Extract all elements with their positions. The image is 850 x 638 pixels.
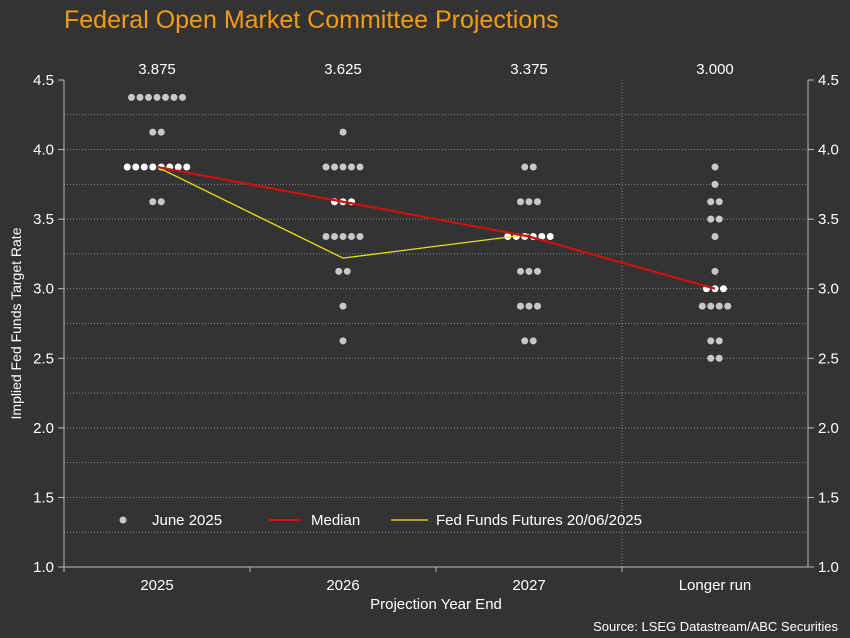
dot-point (170, 93, 178, 101)
top-median-label: 3.625 (324, 61, 362, 78)
x-tick-label: 2025 (140, 577, 173, 594)
dot-point (339, 233, 347, 241)
y-tick-label-right: 1.5 (818, 489, 839, 506)
y-tick-label-left: 4.5 (33, 72, 54, 89)
dot-point (711, 267, 719, 275)
dot-point (525, 198, 533, 206)
dot-point (322, 163, 330, 171)
dot-point (517, 267, 524, 275)
dot-point (331, 233, 338, 241)
dot-point (715, 215, 723, 223)
dot-point (140, 163, 148, 171)
legend-dot-marker (119, 516, 127, 524)
dot-point (149, 128, 157, 136)
dot-point (179, 93, 186, 101)
dot-point (162, 93, 169, 101)
dot-point (149, 198, 157, 206)
dot-point (183, 163, 191, 171)
dot-point (534, 267, 541, 275)
y-tick-label-right: 2.0 (818, 420, 839, 437)
dot-point (521, 163, 529, 171)
dot-point (348, 233, 355, 241)
chart-title: Federal Open Market Committee Projection… (64, 6, 559, 34)
dot-point (715, 198, 723, 206)
dot-point (525, 302, 533, 310)
legend-median-label: Median (311, 512, 360, 529)
y-tick-label-right: 3.0 (818, 281, 839, 298)
dot-point (534, 302, 541, 310)
y-tick-label-left: 2.0 (33, 420, 54, 437)
dot-point (153, 93, 161, 101)
dot-point (534, 198, 541, 206)
legend-futures-label: Fed Funds Futures 20/06/2025 (436, 512, 642, 529)
x-axis-title: Projection Year End (370, 596, 502, 613)
y-tick-label-right: 1.0 (818, 559, 839, 576)
y-tick-label-right: 2.5 (818, 350, 839, 367)
dot-point (529, 163, 537, 171)
futures-line (156, 166, 530, 259)
dot-point (538, 233, 546, 241)
dot-point (715, 337, 723, 345)
dot-point (348, 163, 355, 171)
dot-point (322, 233, 330, 241)
dot-point (517, 302, 524, 310)
y-tick-label-right: 3.5 (818, 211, 839, 228)
dot-point (339, 302, 347, 310)
x-tick-label: 2027 (512, 577, 545, 594)
y-tick-label-left: 3.5 (33, 211, 54, 228)
dot-point (132, 163, 140, 171)
dot-point (715, 302, 723, 310)
dot-point (123, 163, 131, 171)
dot-point (715, 354, 723, 362)
y-tick-label-left: 1.5 (33, 489, 54, 506)
dot-point (720, 285, 727, 293)
dot-point (136, 93, 144, 101)
top-median-label: 3.000 (696, 61, 734, 78)
dot-point (707, 215, 715, 223)
dot-point (724, 302, 732, 310)
dot-point (711, 180, 719, 188)
y-tick-label-left: 1.0 (33, 559, 54, 576)
dot-point (128, 93, 135, 101)
dot-point (711, 163, 719, 171)
dot-point (356, 233, 364, 241)
dot-point (529, 337, 537, 345)
dot-point (145, 93, 152, 101)
y-tick-label-left: 2.5 (33, 350, 54, 367)
top-median-label: 3.375 (510, 61, 548, 78)
dot-point (711, 233, 719, 241)
legend-dot-label: June 2025 (152, 512, 222, 529)
dot-point (335, 267, 343, 275)
dot-point (521, 337, 529, 345)
x-tick-label: 2026 (326, 577, 359, 594)
dot-point (157, 198, 165, 206)
y-tick-label-left: 3.0 (33, 281, 54, 298)
dot-point (149, 163, 157, 171)
y-tick-label-right: 4.0 (818, 142, 839, 159)
dot-point (157, 128, 165, 136)
dot-point (707, 337, 715, 345)
y-tick-label-right: 4.5 (818, 72, 839, 89)
dot-point (331, 163, 338, 171)
dot-point (339, 163, 347, 171)
dot-point (707, 198, 715, 206)
y-axis-title: Implied Fed Funds Target Rate (8, 227, 24, 419)
median-line (156, 165, 716, 290)
dot-point (174, 163, 182, 171)
dot-point (546, 233, 554, 241)
dot-point (698, 302, 706, 310)
top-median-label: 3.875 (138, 61, 176, 78)
dot-point (339, 128, 347, 136)
dot-point (707, 354, 715, 362)
dot-point (707, 302, 715, 310)
y-tick-label-left: 4.0 (33, 142, 54, 159)
dot-point (339, 337, 347, 345)
dot-point (356, 163, 364, 171)
dot-point (517, 198, 524, 206)
dot-point (525, 267, 533, 275)
x-tick-label: Longer run (679, 577, 752, 594)
source-note: Source: LSEG Datastream/ABC Securities (593, 619, 838, 634)
dot-point (343, 267, 351, 275)
